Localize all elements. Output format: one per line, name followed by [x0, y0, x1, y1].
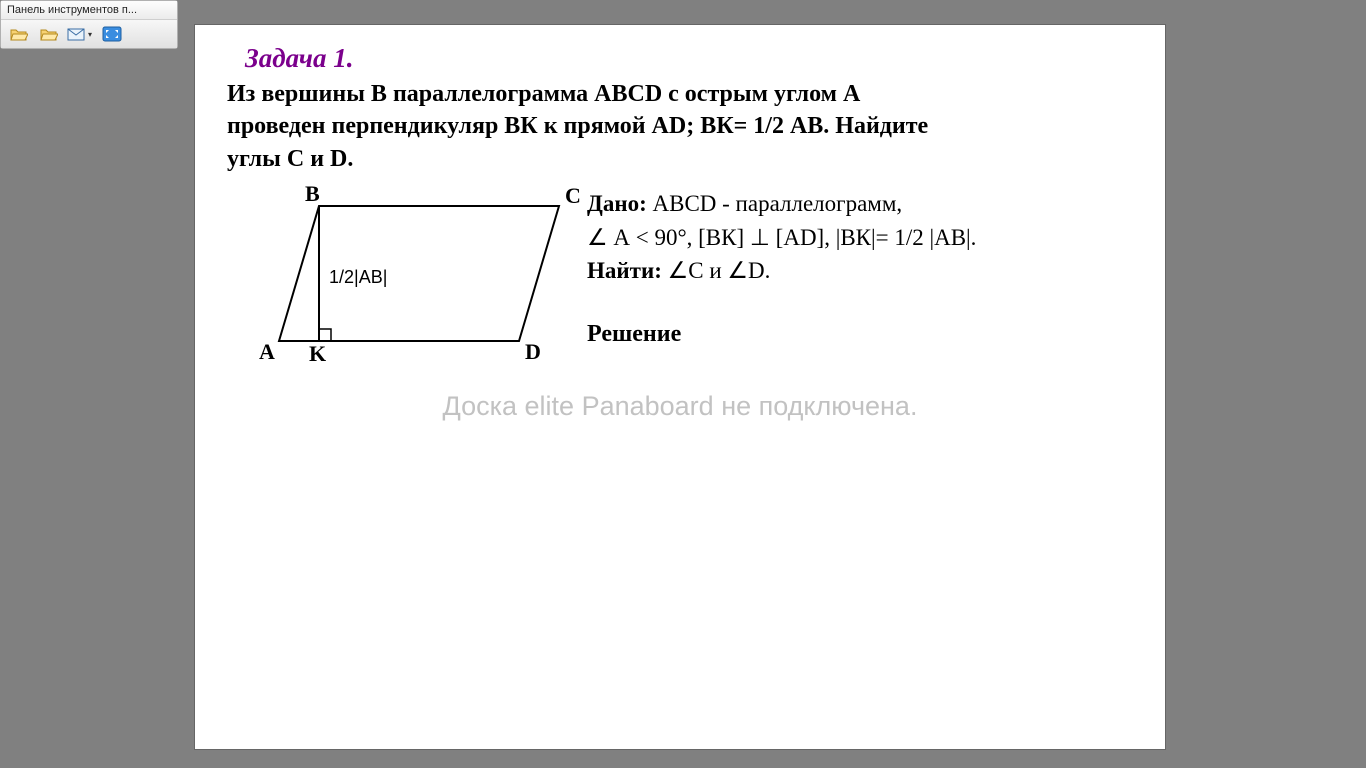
given-label: Дано: — [587, 191, 647, 216]
toolbar-mail-dropdown[interactable]: ▾ — [67, 27, 94, 41]
problem-line-1: Из вершины В параллелограмма АВСD с остр… — [227, 81, 860, 107]
find-block: Найти: ∠С и ∠D. — [587, 254, 1133, 287]
vertex-label-c: C — [565, 183, 581, 208]
parallelogram-shape — [279, 206, 559, 341]
watermark-text: Доска elite Panaboard не подключена. — [195, 391, 1165, 422]
problem-line-2: проведен перпендикуляр ВК к прямой АD; В… — [227, 113, 928, 139]
mail-icon — [67, 27, 85, 41]
toolbar-button-row: ▾ — [1, 20, 177, 48]
given-line-2: ∠ А < 90°, [ВК] ⊥ [АD], |ВК|= 1/2 |АВ|. — [587, 225, 976, 250]
segment-label-bk: 1/2|AB| — [329, 267, 387, 287]
problem-statement: Из вершины В параллелограмма АВСD с остр… — [227, 78, 1133, 175]
folder-open-icon — [10, 27, 28, 41]
folder-open-icon — [40, 27, 58, 41]
vertex-label-d: D — [525, 339, 541, 364]
find-label: Найти: — [587, 258, 662, 283]
vertex-label-b: B — [305, 181, 320, 206]
toolbar-open-button-1[interactable] — [7, 24, 31, 44]
content-columns: A B C D K 1/2|AB| Дано: ABCD - параллело… — [227, 181, 1133, 391]
page-content: Задача 1. Из вершины В параллелограмма А… — [195, 25, 1165, 749]
toolbar-title: Панель инструментов п... — [1, 1, 177, 20]
vertex-label-k: K — [309, 341, 326, 366]
whiteboard-page: Задача 1. Из вершины В параллелограмма А… — [194, 24, 1166, 750]
given-find-column: Дано: ABCD - параллелограмм, ∠ А < 90°, … — [587, 181, 1133, 391]
expand-icon — [102, 26, 122, 42]
find-text: ∠С и ∠D. — [662, 258, 771, 283]
chevron-down-icon: ▾ — [86, 30, 94, 39]
parallelogram-diagram: A B C D K 1/2|AB| — [249, 181, 589, 381]
task-title: Задача 1. — [245, 43, 1133, 74]
diagram-column: A B C D K 1/2|AB| — [227, 181, 587, 391]
toolbar-open-button-2[interactable] — [37, 24, 61, 44]
given-block: Дано: ABCD - параллелограмм, ∠ А < 90°, … — [587, 187, 1133, 254]
toolbar-palette: Панель инструментов п... ▾ — [0, 0, 178, 49]
right-angle-marker — [319, 329, 331, 341]
vertex-label-a: A — [259, 339, 275, 364]
toolbar-expand-button[interactable] — [100, 24, 124, 44]
problem-line-3: углы С и D. — [227, 146, 353, 172]
given-line-1: ABCD - параллелограмм, — [647, 191, 902, 216]
solution-label: Решение — [587, 317, 681, 352]
